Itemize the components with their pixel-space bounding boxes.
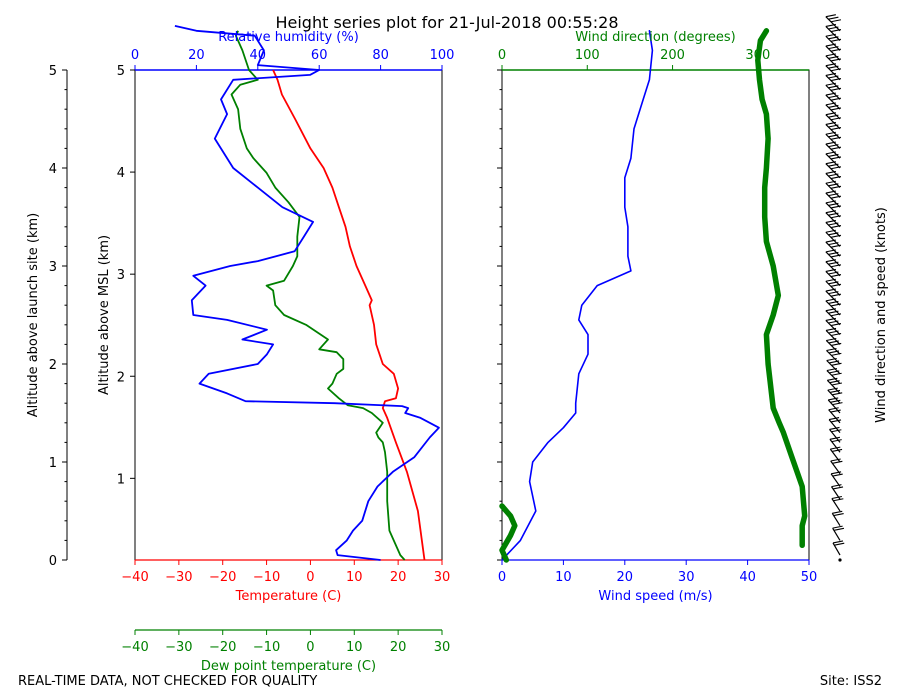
temperature-tick-label: 10	[346, 570, 363, 585]
altitude-site-tick-label: 2	[49, 358, 57, 373]
wind-direction-tick-label: 0	[498, 48, 506, 63]
wind-barb	[828, 417, 842, 433]
wind-panel-height-ticks	[497, 69, 502, 561]
dewpoint-tick-label: −20	[209, 640, 236, 655]
wind-direction-tick-label: 200	[660, 48, 685, 63]
chart-title: Height series plot for 21-Jul-2018 00:55…	[275, 13, 618, 32]
altitude-site-tick-label: 3	[49, 260, 57, 275]
humidity-axis: 0 20 40 60 80 100	[131, 48, 455, 71]
wind-direction-line	[755, 28, 808, 549]
dew-point-temperature-line	[230, 30, 406, 561]
altitude-msl-tick-label: 2	[117, 370, 125, 385]
altitude-site-tick-label: 0	[49, 554, 57, 569]
wind-barb	[829, 436, 842, 453]
temperature-axis-label: Temperature (C)	[235, 589, 342, 604]
wind-speed-tick-label: 40	[739, 570, 756, 585]
altitude-msl-tick-label: 5	[117, 64, 125, 79]
dewpoint-tick-label: −30	[165, 640, 192, 655]
dewpoint-axis: −40 −30 −20 −10 0 10 20 30	[121, 629, 451, 655]
humidity-tick-label: 60	[311, 48, 328, 63]
wind-barb	[830, 458, 843, 475]
humidity-tick-label: 0	[131, 48, 139, 63]
wind-barbs-axis-label: Wind direction and speed (knots)	[874, 207, 889, 423]
dewpoint-tick-label: −40	[121, 640, 148, 655]
wind-barb	[828, 407, 841, 424]
wind-speed-axis-label: Wind speed (m/s)	[598, 589, 712, 604]
temperature-tick-label: 0	[306, 570, 314, 585]
relative-humidity-line	[174, 25, 440, 561]
wind-barb	[829, 426, 842, 443]
quality-notice: REAL-TIME DATA, NOT CHECKED FOR QUALITY	[18, 674, 318, 689]
dewpoint-tick-label: 10	[346, 640, 363, 655]
altitude-site-axis-label: Altitude above launch site (km)	[26, 213, 41, 417]
temperature-tick-label: 30	[434, 570, 451, 585]
wind-barb	[831, 484, 844, 500]
wind-direction-axis: 0 100 200 300	[498, 48, 809, 71]
humidity-tick-label: 80	[372, 48, 389, 63]
wind-speed-tick-label: 30	[678, 570, 695, 585]
altitude-msl-tick-label: 4	[117, 166, 125, 181]
humidity-tick-label: 40	[250, 48, 267, 63]
wind-barb	[829, 446, 843, 463]
temperature-line	[272, 69, 426, 561]
altitude-site-tick-label: 4	[49, 162, 57, 177]
wind-speed-axis: 0 10 20 30 40 50	[498, 559, 818, 585]
wind-barb	[831, 495, 844, 512]
dewpoint-axis-label: Dew point temperature (C)	[201, 659, 376, 674]
dewpoint-tick-label: 0	[306, 640, 314, 655]
humidity-tick-label: 20	[188, 48, 205, 63]
wind-barb	[832, 525, 845, 541]
altitude-msl-tick-label: 3	[117, 268, 125, 283]
wind-panel-frame	[501, 69, 810, 561]
wind-barb	[827, 387, 843, 404]
humidity-tick-label: 100	[430, 48, 455, 63]
temperature-axis: −40 −30 −20 −10 0 10 20 30	[121, 559, 451, 585]
wind-direction-near-surface-line	[499, 503, 518, 563]
humidity-axis-label: Relative humidity (%)	[218, 30, 359, 45]
dewpoint-tick-label: −10	[253, 640, 280, 655]
thermo-panel-frame	[134, 69, 443, 561]
temperature-tick-label: −20	[209, 570, 236, 585]
wind-speed-tick-label: 10	[555, 570, 572, 585]
altitude-msl-axis-label: Altitude above MSL (km)	[97, 235, 112, 395]
wind-barb	[832, 540, 845, 556]
altitude-site-tick-label: 1	[49, 456, 57, 471]
thermo-lines	[174, 25, 440, 561]
temperature-tick-label: −30	[165, 570, 192, 585]
wind-barb-calm-dot	[838, 558, 842, 562]
wind-speed-tick-label: 0	[498, 570, 506, 585]
wind-lines	[499, 28, 808, 563]
wind-speed-line	[501, 29, 654, 561]
wind-barb	[831, 510, 844, 527]
dewpoint-tick-label: 20	[390, 640, 407, 655]
wind-barb	[827, 397, 843, 414]
wind-direction-tick-label: 100	[575, 48, 600, 63]
altitude-msl-axis: 1 2 3 4 5	[117, 64, 135, 487]
altitude-site-axis: 0 1 2 3 4 5	[49, 64, 68, 569]
wind-barbs	[825, 14, 845, 562]
altitude-site-tick-label: 5	[49, 64, 57, 79]
wind-barb	[825, 14, 842, 32]
wind-direction-axis-label: Wind direction (degrees)	[575, 30, 735, 45]
dewpoint-tick-label: 30	[434, 640, 451, 655]
temperature-tick-label: −40	[121, 570, 148, 585]
site-label: Site: ISS2	[819, 674, 882, 689]
altitude-msl-tick-label: 1	[117, 472, 125, 487]
temperature-tick-label: −10	[253, 570, 280, 585]
wind-speed-tick-label: 50	[801, 570, 818, 585]
temperature-tick-label: 20	[390, 570, 407, 585]
wind-speed-tick-label: 20	[617, 570, 634, 585]
